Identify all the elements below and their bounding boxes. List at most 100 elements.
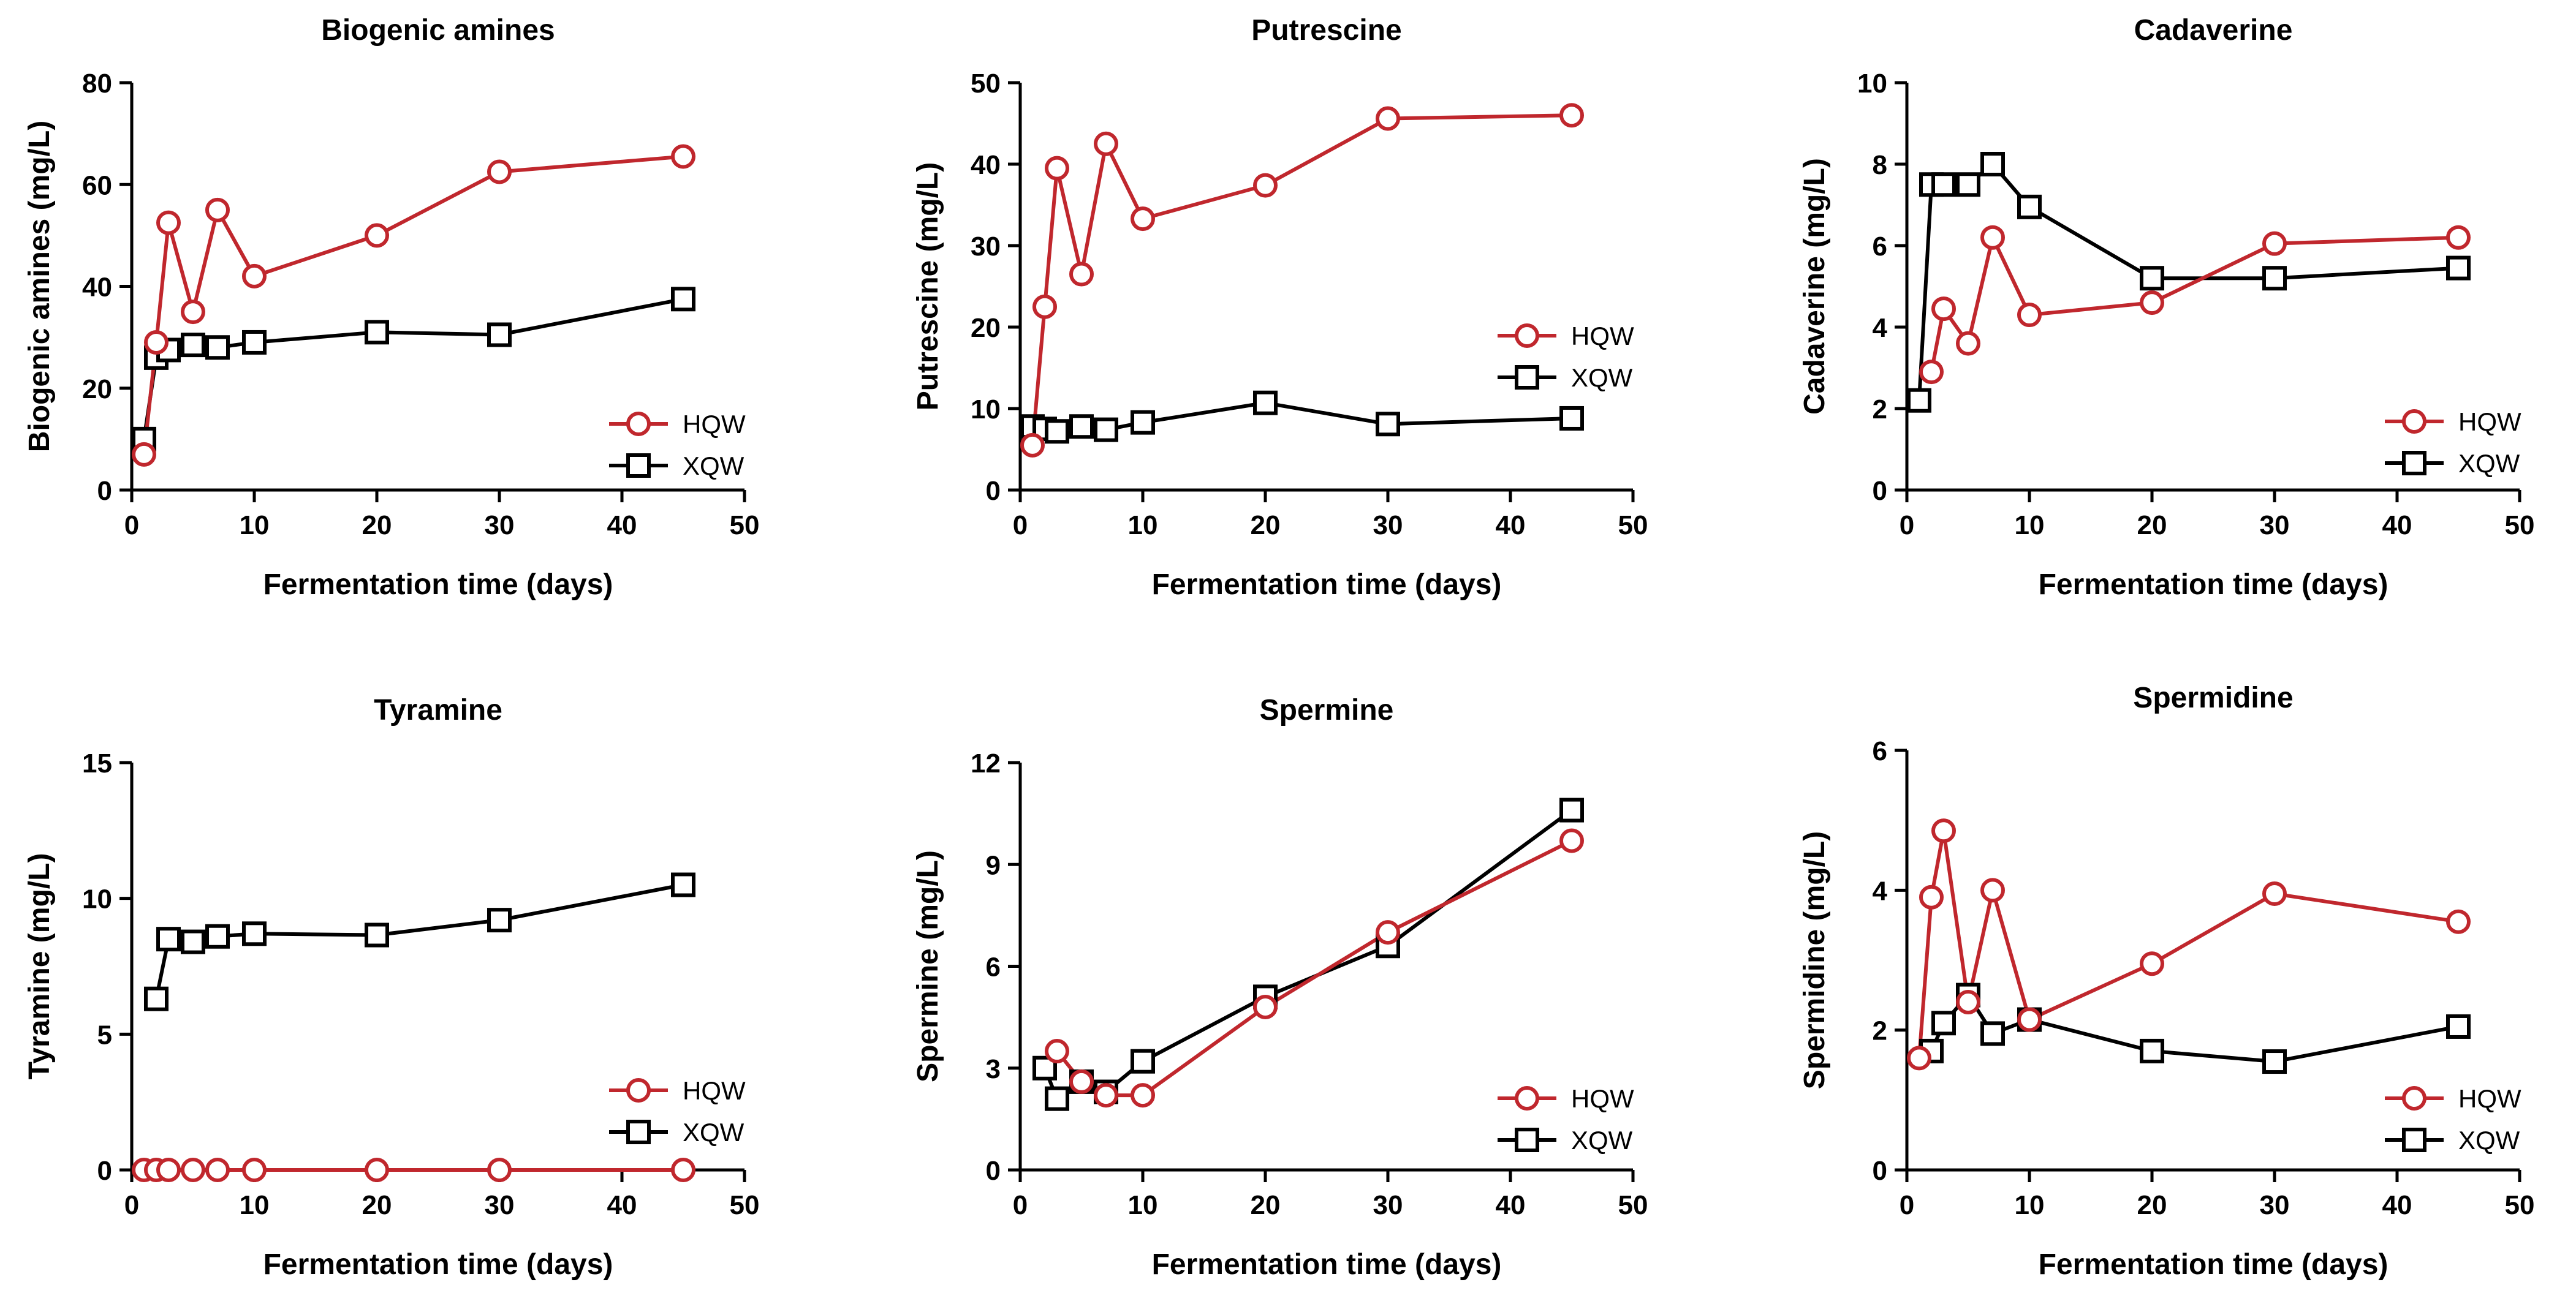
data-point-hqw (1094, 131, 1118, 156)
data-point-hqw (1032, 294, 1057, 319)
data-point-xqw (242, 921, 267, 946)
data-point-hqw (487, 159, 512, 184)
data-point-xqw (242, 330, 267, 355)
data-point-xqw (1559, 406, 1584, 431)
data-point-hqw (1069, 1069, 1094, 1094)
legend-label: HQW (1571, 1084, 1634, 1113)
data-point-hqw (1559, 828, 1584, 853)
x-tick-label: 10 (2015, 510, 2045, 540)
data-point-hqw (1907, 1046, 1931, 1071)
legend-item-hqw: HQW (1498, 1084, 1634, 1113)
legend-marker-circle (626, 412, 651, 436)
data-point-xqw (1253, 390, 1278, 415)
data-point-xqw (487, 908, 512, 933)
data-point-hqw (1956, 990, 1980, 1014)
data-point-hqw (487, 1158, 512, 1182)
legend-label: XQW (1571, 1126, 1633, 1155)
data-point-xqw (205, 924, 230, 949)
legend-marker-square (626, 1120, 651, 1144)
y-tick-label: 40 (82, 273, 112, 303)
y-tick-label: 2 (1873, 394, 1887, 424)
x-tick-label: 0 (124, 1190, 139, 1220)
x-tick-label: 30 (485, 1190, 515, 1220)
data-point-hqw (1376, 920, 1400, 945)
data-point-xqw (1094, 417, 1118, 442)
data-point-xqw (2262, 266, 2287, 291)
y-tick-label: 10 (1857, 69, 1887, 99)
data-point-xqw (671, 872, 695, 897)
data-point-xqw (181, 333, 205, 358)
y-tick-label: 0 (986, 476, 1001, 506)
y-tick-label: 12 (971, 749, 1001, 779)
legend-item-xqw: XQW (609, 451, 744, 480)
data-point-hqw (1094, 1083, 1118, 1108)
x-tick-label: 50 (1618, 510, 1648, 540)
y-tick-label: 40 (971, 150, 1001, 180)
legend-label: HQW (683, 1076, 746, 1105)
data-point-xqw (144, 986, 169, 1011)
data-point-xqw (365, 320, 389, 345)
data-point-hqw (671, 1158, 695, 1182)
data-point-hqw (1931, 818, 1956, 843)
data-point-hqw (2262, 881, 2287, 907)
y-tick-label: 80 (82, 69, 112, 99)
x-tick-label: 20 (1251, 510, 1281, 540)
data-point-hqw (1931, 296, 1956, 322)
legend-item-hqw: HQW (2385, 407, 2521, 436)
data-point-xqw (2140, 266, 2164, 291)
legend-item-hqw: HQW (609, 1076, 746, 1105)
x-tick-label: 50 (2505, 1190, 2535, 1220)
data-point-hqw (181, 1158, 205, 1182)
data-point-xqw (1376, 412, 1400, 437)
y-tick-label: 30 (971, 232, 1001, 262)
data-point-hqw (1020, 432, 1045, 458)
x-axis-label: Fermentation time (days) (2039, 1248, 2388, 1281)
legend-marker-circle (2402, 1086, 2426, 1111)
y-axis-label: Spermine (mg/L) (912, 850, 944, 1082)
chart-panel-5: Spermidine 0 10 20 30 40 50 0 2 4 6 Fermentation ti… (1798, 682, 2534, 1281)
y-tick-label: 10 (82, 885, 112, 915)
y-tick-label: 0 (986, 1156, 1001, 1186)
data-point-hqw (242, 263, 267, 289)
data-point-xqw (2446, 255, 2471, 281)
y-axis-label: Putrescine (mg/L) (912, 162, 944, 410)
x-tick-label: 40 (1496, 510, 1526, 540)
chart-title: Spermine (1260, 694, 1394, 726)
legend-label: XQW (2458, 1126, 2520, 1155)
legend-marker-square (1515, 1128, 1539, 1152)
series-line-xqw (142, 297, 684, 440)
data-point-hqw (2140, 290, 2164, 315)
data-point-xqw (2140, 1038, 2164, 1063)
y-tick-label: 20 (971, 313, 1001, 343)
legend-marker-square (626, 453, 651, 478)
data-point-hqw (181, 300, 205, 325)
legend-label: HQW (2458, 1084, 2521, 1113)
y-tick-label: 8 (1873, 150, 1887, 180)
data-point-xqw (487, 322, 512, 347)
legend-marker-circle (2402, 409, 2426, 434)
x-tick-label: 50 (730, 1190, 760, 1220)
x-tick-label: 40 (607, 1190, 637, 1220)
data-point-hqw (156, 210, 181, 235)
chart-title: Spermidine (2133, 682, 2293, 714)
data-point-xqw (2017, 194, 2042, 219)
data-point-hqw (1376, 106, 1400, 131)
x-tick-label: 30 (485, 510, 515, 540)
x-tick-label: 0 (124, 510, 139, 540)
data-point-hqw (365, 1158, 389, 1182)
series-line-xqw (1917, 162, 2459, 401)
data-point-hqw (1559, 103, 1584, 128)
x-tick-label: 10 (1128, 1190, 1158, 1220)
series-line-xqw (1043, 809, 1573, 1101)
y-axis-label: Spermidine (mg/L) (1798, 831, 1831, 1089)
y-tick-label: 20 (82, 374, 112, 404)
legend-label: HQW (2458, 407, 2521, 436)
legend-item-xqw: XQW (1498, 1126, 1633, 1155)
series-line-xqw (1930, 993, 2459, 1064)
x-tick-label: 10 (240, 1190, 270, 1220)
x-tick-label: 0 (1900, 1190, 1914, 1220)
data-point-xqw (1907, 388, 1931, 413)
legend-item-xqw: XQW (2385, 449, 2520, 478)
series-line-hqw (1930, 235, 2459, 372)
data-point-hqw (1253, 173, 1278, 198)
